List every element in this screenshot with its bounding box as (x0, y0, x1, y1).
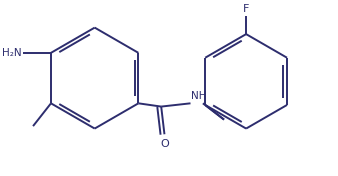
Text: H₂N: H₂N (2, 48, 22, 58)
Text: NH: NH (191, 91, 207, 101)
Text: F: F (243, 4, 249, 14)
Text: O: O (160, 139, 169, 149)
